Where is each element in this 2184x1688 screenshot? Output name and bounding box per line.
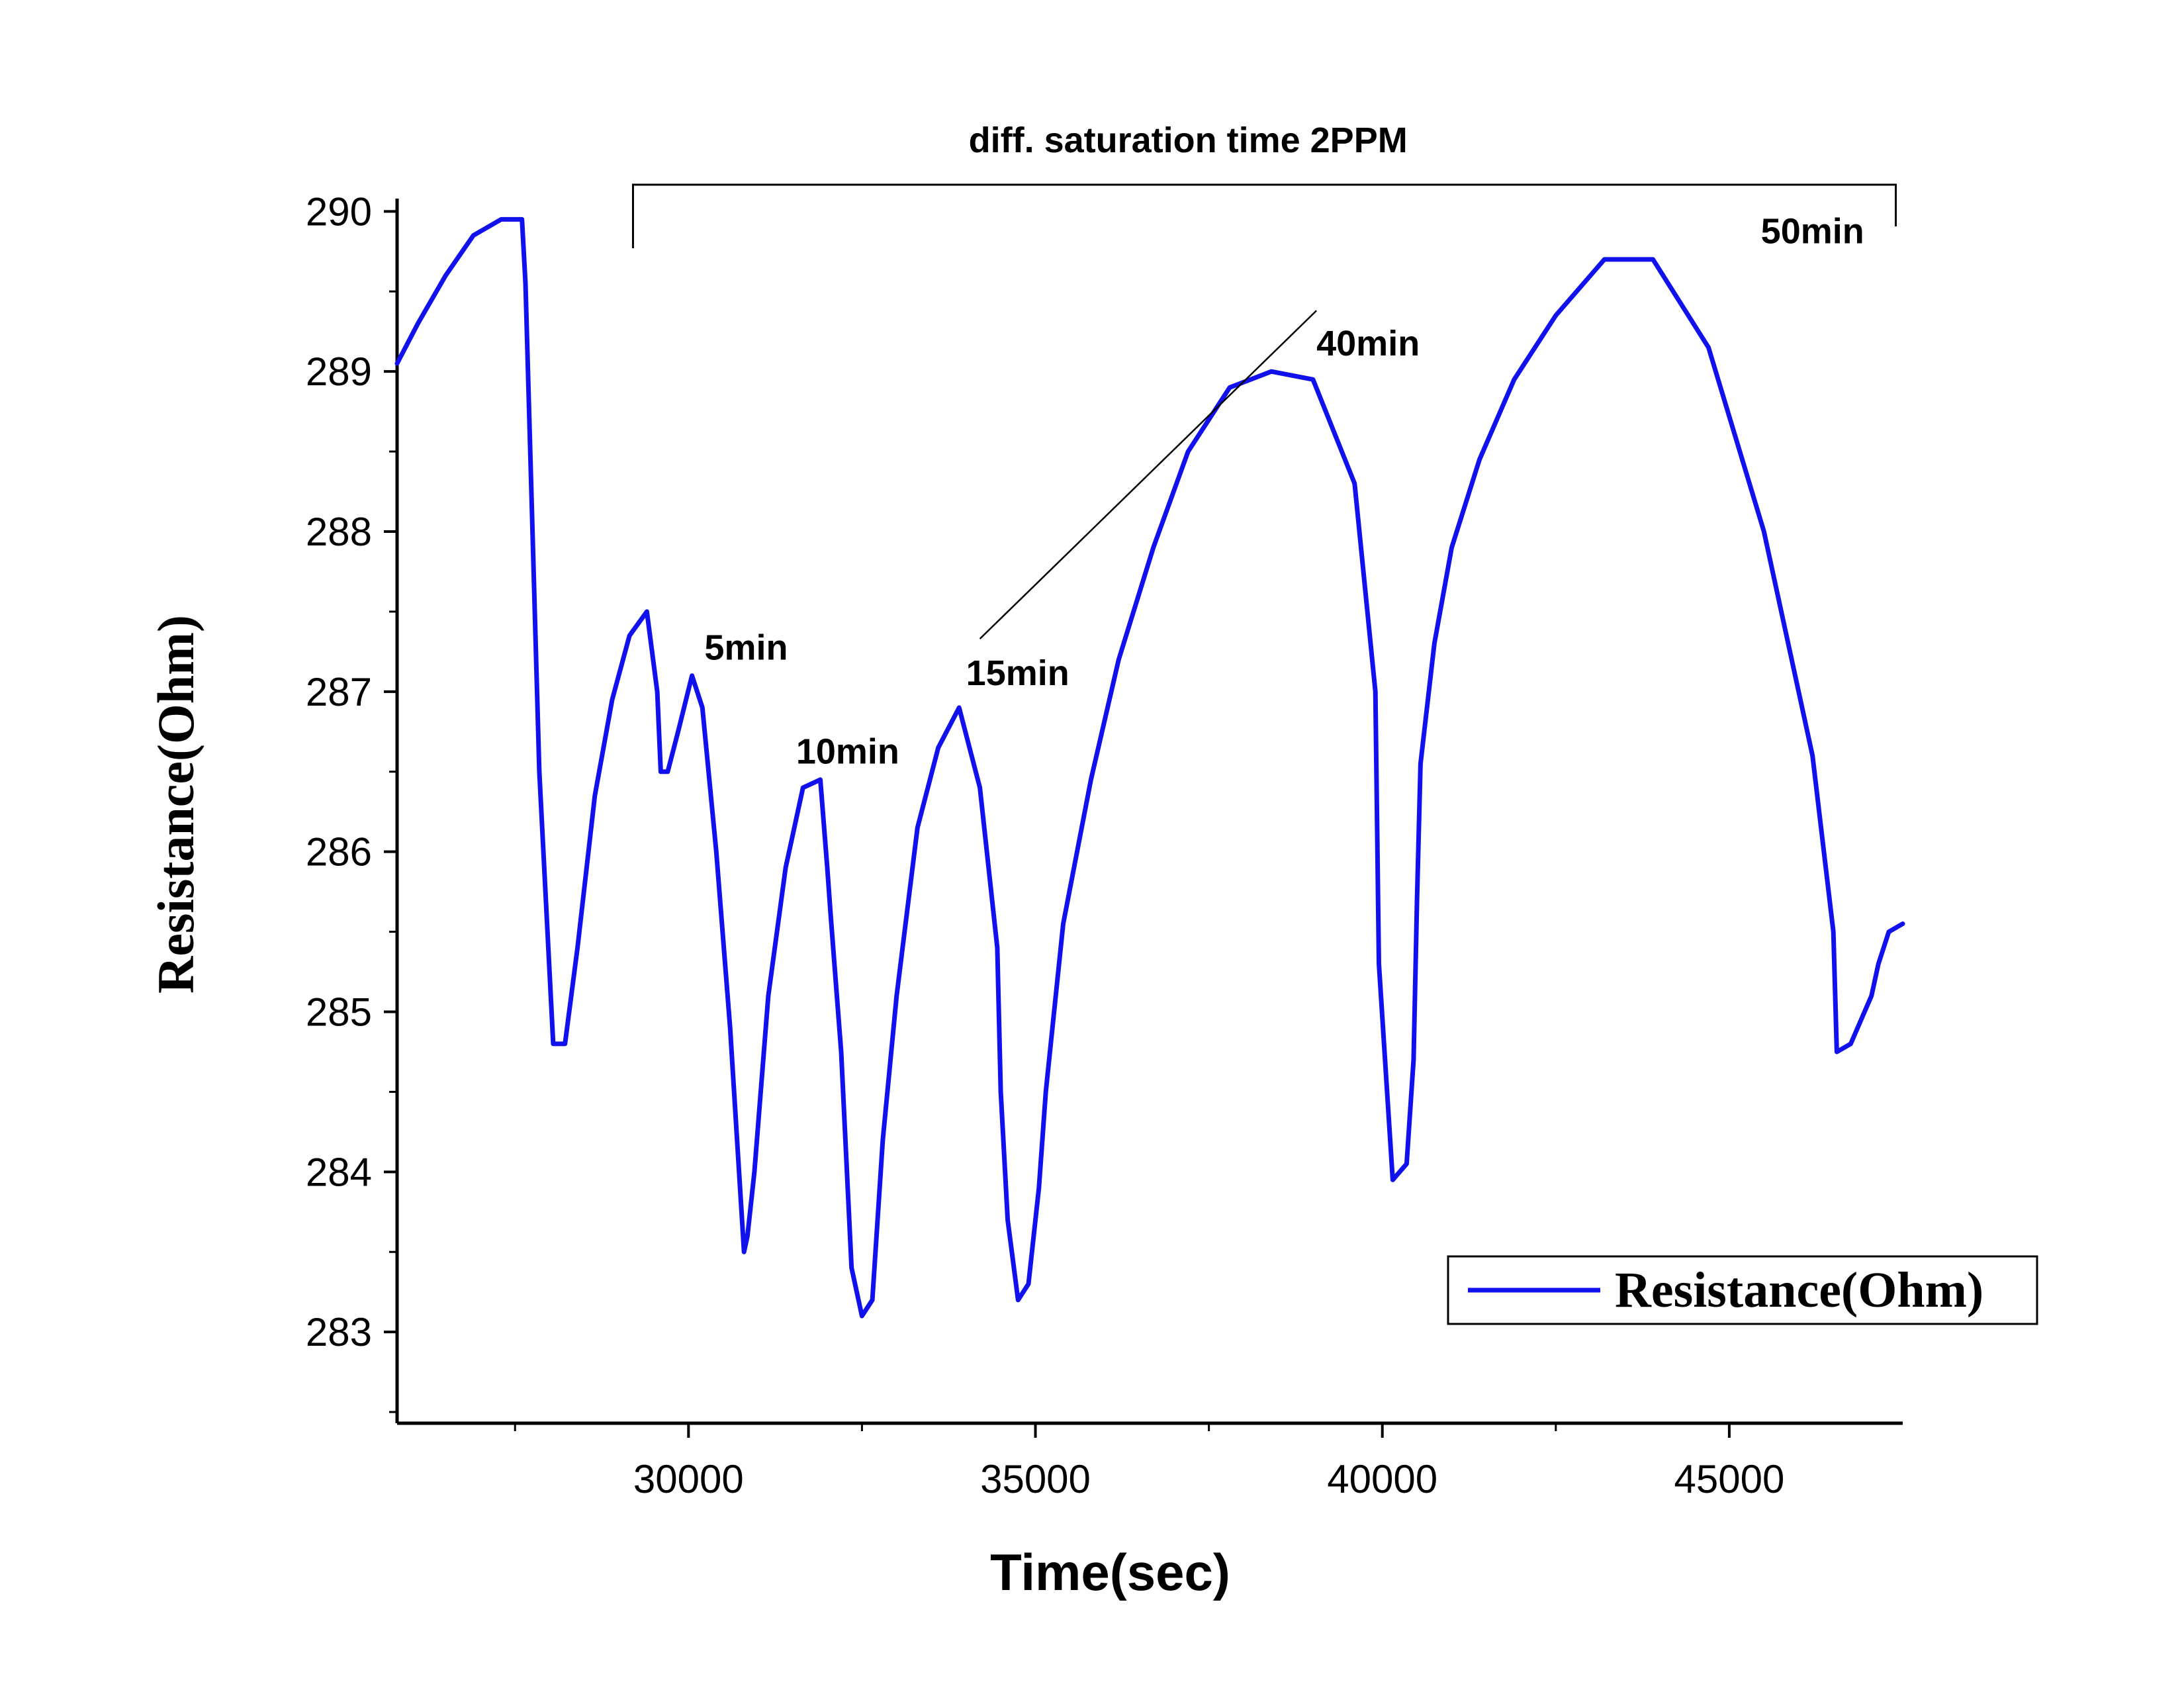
- y-tick-label: 283: [306, 1310, 372, 1354]
- y-tick-label: 288: [306, 510, 372, 554]
- x-tick-label: 40000: [1327, 1457, 1437, 1501]
- x-tick-label: 30000: [633, 1457, 744, 1501]
- annotation-label: diff. saturation time 2PPM: [969, 120, 1408, 160]
- annotation-label: 10min: [796, 732, 899, 772]
- y-tick-label: 284: [306, 1150, 372, 1194]
- y-tick-label: 286: [306, 830, 372, 874]
- y-tick-label: 287: [306, 670, 372, 714]
- series-layer: [394, 216, 1905, 1319]
- legend: Resistance(Ohm): [1447, 1255, 2038, 1325]
- ticks: 30000 35000 40000 45000 283 284 285 286 287 288 28…: [306, 189, 1784, 1501]
- y-tick-label: 290: [306, 189, 372, 234]
- y-tick-label: 289: [306, 350, 372, 394]
- y-tick-label: 285: [306, 990, 372, 1034]
- annotation-label: 15min: [966, 653, 1069, 693]
- y-axis-title: Resistance(Ohm): [147, 615, 205, 994]
- annotation-label: 50min: [1761, 212, 1864, 252]
- x-axis-title: Time(sec): [990, 1543, 1230, 1601]
- saturation-bracket: [631, 183, 1897, 248]
- annotation-label: 40min: [1316, 324, 1420, 363]
- series-line: [394, 216, 1905, 1319]
- x-tick-label: 35000: [980, 1457, 1091, 1501]
- annotation-label: 5min: [704, 628, 788, 667]
- guide-line: [979, 310, 1317, 639]
- legend-label: Resistance(Ohm): [1615, 1262, 1983, 1318]
- annotations: diff. saturation time 2PPM 5min 10min 15min…: [631, 120, 1897, 772]
- axes: [395, 199, 1903, 1425]
- x-tick-label: 45000: [1674, 1457, 1784, 1501]
